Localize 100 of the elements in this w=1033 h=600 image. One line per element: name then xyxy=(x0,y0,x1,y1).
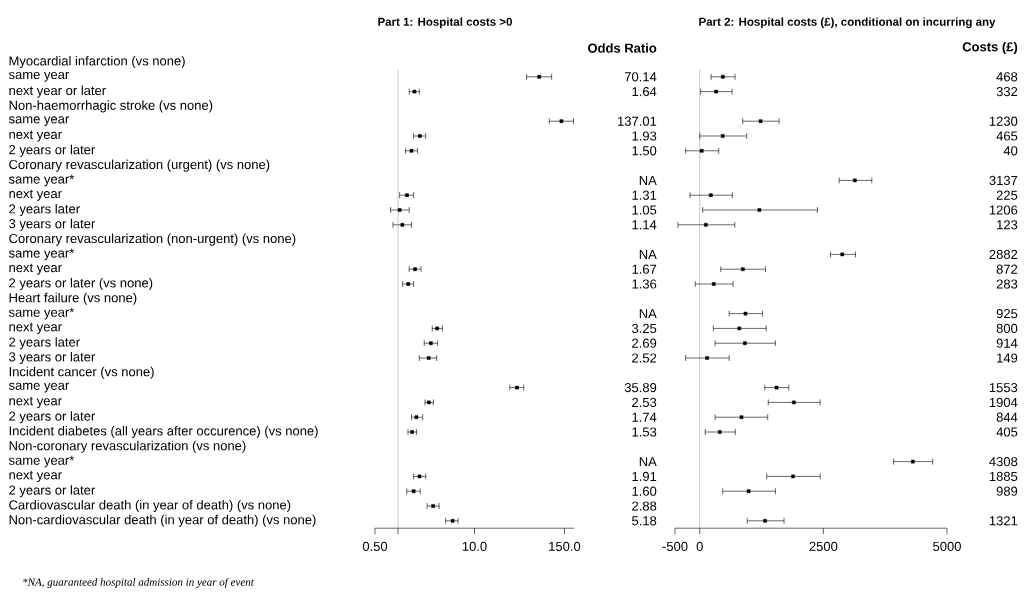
y-tick-label: 2 years or later (vs none) xyxy=(9,277,153,291)
data-label: 1.67 xyxy=(632,264,657,274)
y-tick-label: Incident diabetes (all years after occurence) (vs none) xyxy=(9,425,318,439)
data-label: 1.91 xyxy=(632,471,657,482)
y-tick-label: Cardiovascular death (in year of death) (vs none) xyxy=(9,499,291,513)
y-tick-label: next year or later xyxy=(9,85,106,98)
data-label: 1.31 xyxy=(632,190,657,200)
data-label: 225 xyxy=(996,190,1018,200)
y-tick-label: next year xyxy=(9,322,62,334)
data-label: 844 xyxy=(996,412,1018,422)
data-label: 2.69 xyxy=(632,338,657,348)
y-tick-label: 2 years or later xyxy=(9,485,96,498)
text: Odds Ratio xyxy=(588,43,657,53)
data-label: 1.74 xyxy=(632,412,657,422)
point xyxy=(739,415,744,420)
data-label: 872 xyxy=(996,264,1018,274)
x-tick-label: -500 xyxy=(662,541,688,551)
text: NA xyxy=(639,457,657,467)
y-tick-label: next year xyxy=(9,470,62,482)
x-tick-label: 150.0 xyxy=(549,541,581,551)
data-label: 70.14 xyxy=(624,72,657,82)
y-tick-label: same year* xyxy=(8,307,75,320)
point xyxy=(743,341,747,346)
point xyxy=(737,326,742,331)
point xyxy=(709,193,713,197)
data-label: 1904 xyxy=(989,397,1018,408)
data-label: 2.53 xyxy=(632,397,657,408)
point xyxy=(699,149,704,153)
point xyxy=(758,119,763,123)
point xyxy=(741,267,745,271)
data-label: 1.93 xyxy=(632,131,657,141)
point xyxy=(792,400,796,405)
y-tick-label: Heart failure (vs none) xyxy=(9,292,137,305)
data-label: 914 xyxy=(996,338,1018,348)
y-tick-label: Myocardial infarction (vs none) xyxy=(9,55,185,69)
point xyxy=(705,356,709,360)
data-label: 1885 xyxy=(989,471,1018,482)
y-tick-label: Non-cardiovascular death (in year of death) (vs none) xyxy=(9,514,316,527)
text: Costs (£) xyxy=(962,41,1018,54)
point xyxy=(704,223,708,227)
y-tick-label: Non-coronary revascularization (vs none) xyxy=(9,440,246,453)
x-tick-label: 0.50 xyxy=(362,541,388,551)
y-tick-label: next year xyxy=(9,189,62,201)
point xyxy=(853,178,857,183)
text: NA xyxy=(639,175,657,185)
point xyxy=(714,89,718,94)
x-tick-label: 2500 xyxy=(809,541,838,551)
data-label: 1.64 xyxy=(632,87,657,97)
y-tick-label: same year xyxy=(8,382,70,393)
point xyxy=(763,519,767,523)
chart-title: Part 2: Hospital costs (£), conditional on incurring any xyxy=(699,17,996,29)
y-tick-label: next year xyxy=(9,130,62,142)
data-label: 1206 xyxy=(989,205,1018,215)
data-label: 283 xyxy=(996,279,1018,289)
y-tick-label: same year* xyxy=(8,174,75,187)
data-label: 3.25 xyxy=(632,323,657,334)
data-label: 4308 xyxy=(989,457,1018,467)
data-label: 989 xyxy=(996,486,1018,496)
y-tick-label: same year xyxy=(8,71,70,82)
data-label: 1553 xyxy=(989,383,1018,393)
data-label: 137.01 xyxy=(618,116,657,126)
data-label: 332 xyxy=(996,86,1018,97)
point xyxy=(721,75,725,79)
y-tick-label: 2 years or later xyxy=(9,144,96,157)
y-tick-label: 2 years later xyxy=(9,203,80,217)
y-tick-label: 2 years or later xyxy=(9,411,96,424)
chart-title: Part 1: Hospital costs >0 xyxy=(378,17,512,29)
y-tick-label: Coronary revascularization (non-urgent) (vs none) xyxy=(9,233,296,246)
y-tick-label: same year* xyxy=(8,455,75,468)
point xyxy=(840,252,845,257)
text: *NA, guaranteed hospital admission in year of event xyxy=(23,577,255,589)
data-label: 1.60 xyxy=(632,486,657,496)
data-label: 1.14 xyxy=(632,220,657,230)
data-label: 1.53 xyxy=(632,427,657,437)
y-tick-label: Incident cancer (vs none) xyxy=(9,366,154,379)
data-label: 40 xyxy=(1003,146,1018,156)
text: NA xyxy=(639,249,657,259)
data-label: 1321 xyxy=(989,516,1018,526)
y-tick-label: same year* xyxy=(8,248,75,261)
point xyxy=(743,311,748,316)
data-label: 2.52 xyxy=(632,353,657,363)
y-tick-label: Non-haemorrhagic stroke (vs none) xyxy=(9,100,213,113)
point xyxy=(757,208,762,212)
data-label: 405 xyxy=(996,427,1018,437)
data-label: 465 xyxy=(996,131,1018,141)
data-label: 1.36 xyxy=(632,279,657,289)
text: NA xyxy=(639,309,657,319)
data-label: 123 xyxy=(997,220,1018,230)
x-tick-label: 5000 xyxy=(933,541,961,551)
data-label: 925 xyxy=(996,309,1018,319)
data-label: 35.89 xyxy=(624,383,657,393)
point xyxy=(791,474,795,479)
data-label: 2882 xyxy=(989,249,1018,259)
point xyxy=(720,134,725,138)
point xyxy=(711,282,716,286)
y-tick-label: 3 years or later xyxy=(9,218,96,231)
data-label: 149 xyxy=(997,353,1018,363)
data-label: 800 xyxy=(996,323,1018,334)
point xyxy=(774,385,779,390)
y-tick-label: next year xyxy=(9,396,62,408)
